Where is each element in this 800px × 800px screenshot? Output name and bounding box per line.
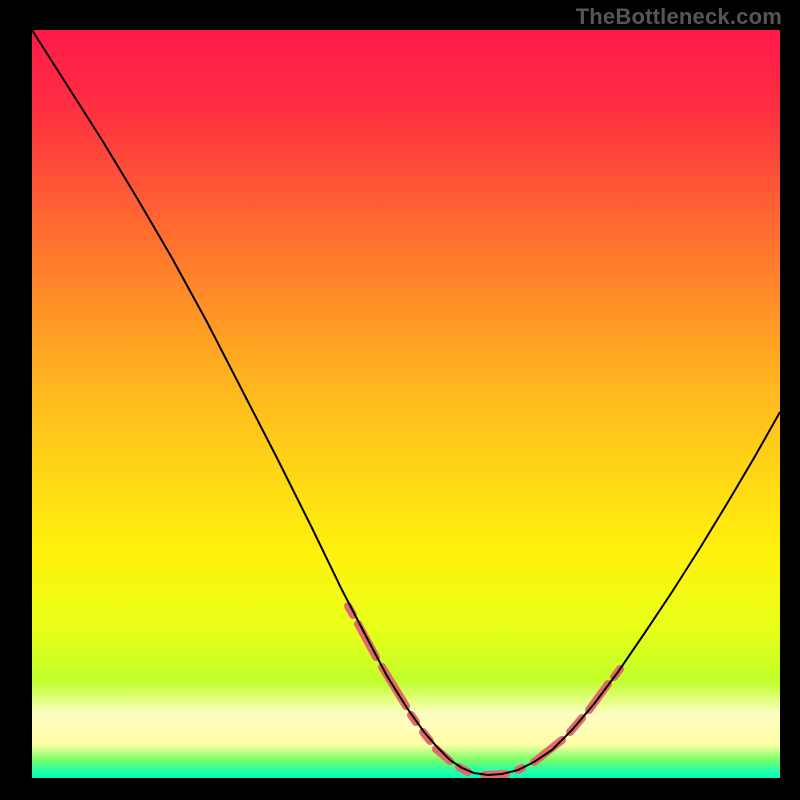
watermark-text: TheBottleneck.com xyxy=(576,4,782,30)
heat-gradient-background xyxy=(32,30,780,778)
chart-container: TheBottleneck.com xyxy=(0,0,800,800)
bottleneck-curve-chart xyxy=(32,30,780,778)
